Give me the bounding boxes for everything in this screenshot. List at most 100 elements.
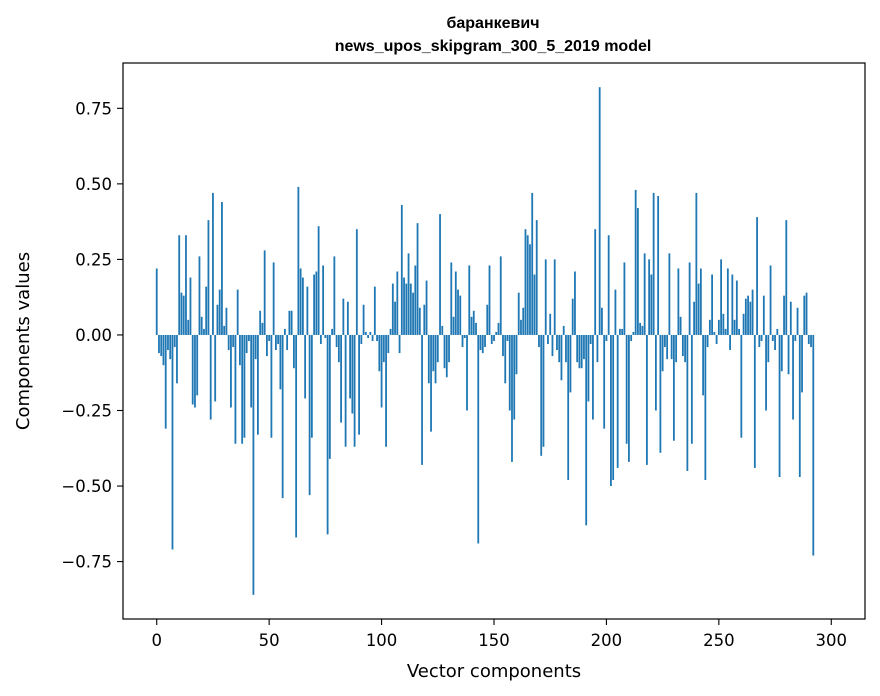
bar-67 — [306, 286, 309, 335]
bar-161 — [517, 292, 520, 335]
bar-232 — [677, 268, 680, 335]
bar-48 — [263, 250, 266, 335]
bar-257 — [733, 319, 736, 335]
bar-273 — [769, 265, 772, 335]
bar-169 — [535, 220, 538, 335]
bar-107 — [396, 271, 399, 335]
bar-57 — [283, 328, 286, 335]
bar-72 — [317, 226, 320, 335]
bar-252 — [722, 313, 725, 335]
bar-237 — [688, 262, 691, 335]
bar-226 — [663, 334, 666, 348]
bar-61 — [292, 334, 295, 369]
bar-139 — [468, 265, 471, 335]
bar-42 — [250, 334, 253, 408]
bar-188 — [578, 334, 581, 369]
bar-59 — [288, 310, 291, 335]
bar-47 — [261, 322, 264, 335]
bar-192 — [587, 334, 590, 402]
bar-240 — [695, 192, 698, 335]
bar-76 — [326, 334, 329, 535]
bar-285 — [796, 307, 799, 335]
bar-219 — [648, 259, 651, 335]
bar-213 — [634, 189, 637, 335]
x-tick-label: 50 — [259, 631, 280, 650]
bar-22 — [205, 286, 208, 335]
bar-135 — [459, 295, 462, 335]
bar-27 — [216, 304, 219, 335]
bar-92 — [362, 304, 365, 335]
bar-278 — [780, 334, 783, 372]
bar-29 — [221, 202, 223, 335]
x-axis-label: Vector components — [407, 661, 581, 682]
bar-5 — [167, 334, 169, 351]
bar-180 — [560, 334, 563, 381]
bar-95 — [369, 331, 372, 335]
bar-172 — [542, 334, 545, 447]
bar-149 — [490, 334, 493, 345]
bar-268 — [758, 334, 761, 348]
bar-262 — [744, 298, 747, 335]
bar-106 — [394, 301, 396, 335]
bar-103 — [387, 334, 390, 354]
bar-18 — [196, 334, 199, 396]
bar-157 — [508, 334, 511, 411]
y-tick-label: 0.75 — [75, 99, 112, 118]
y-tick-label: −0.75 — [61, 553, 112, 572]
bar-155 — [504, 334, 507, 384]
bar-272 — [767, 334, 770, 363]
bar-90 — [358, 334, 360, 435]
bar-212 — [632, 331, 635, 335]
bar-13 — [185, 235, 187, 335]
bar-110 — [403, 277, 405, 335]
y-tick-label: −0.25 — [61, 402, 112, 421]
bar-179 — [558, 334, 561, 363]
bar-49 — [266, 334, 268, 357]
bar-271 — [765, 334, 767, 411]
bar-203 — [612, 334, 615, 480]
bar-23 — [207, 220, 210, 335]
bar-206 — [619, 328, 621, 335]
bar-8 — [173, 334, 176, 348]
bar-58 — [286, 334, 289, 351]
bar-12 — [182, 295, 185, 335]
bar-88 — [353, 334, 356, 447]
bar-198 — [601, 307, 603, 335]
bar-62 — [295, 334, 298, 538]
bar-15 — [189, 277, 192, 335]
bar-111 — [405, 283, 408, 335]
bar-255 — [729, 334, 731, 351]
bar-14 — [187, 319, 190, 335]
bar-207 — [621, 328, 624, 335]
bar-41 — [248, 334, 250, 341]
bar-184 — [569, 334, 572, 393]
bar-185 — [571, 298, 574, 335]
bar-183 — [567, 334, 570, 480]
bar-210 — [628, 334, 630, 462]
bar-122 — [430, 334, 432, 432]
bar-86 — [349, 334, 351, 399]
bar-223 — [657, 195, 660, 335]
bar-3 — [162, 334, 165, 366]
x-axis-ticks: 0 50 100 150 200 250 300 — [151, 619, 847, 650]
bar-11 — [180, 292, 183, 335]
bar-225 — [661, 334, 664, 372]
bar-261 — [742, 313, 745, 335]
bar-101 — [382, 334, 385, 363]
bar-45 — [257, 334, 259, 435]
bars-group — [155, 87, 815, 595]
bar-208 — [623, 262, 626, 335]
bar-81 — [337, 334, 340, 363]
bar-9 — [176, 334, 178, 384]
bar-125 — [436, 334, 439, 363]
bar-126 — [439, 214, 441, 335]
bar-254 — [726, 268, 729, 335]
bar-112 — [407, 253, 410, 335]
bar-186 — [574, 271, 576, 335]
bar-140 — [470, 316, 473, 335]
bar-30 — [223, 325, 226, 335]
bar-230 — [672, 334, 675, 441]
bar-46 — [259, 310, 262, 335]
bar-234 — [681, 334, 684, 357]
bar-117 — [418, 307, 421, 335]
